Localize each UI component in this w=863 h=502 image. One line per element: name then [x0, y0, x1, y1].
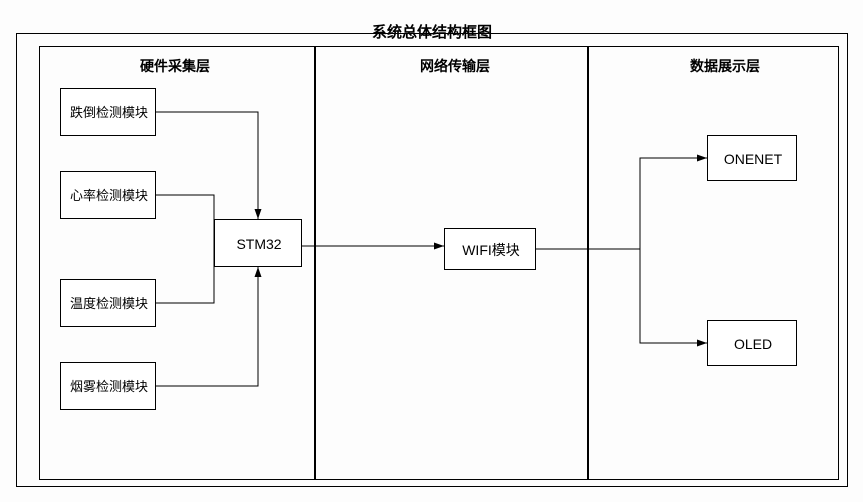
node-temp-label: 温度检测模块 — [61, 280, 157, 328]
node-wifi: WIFI模块 — [444, 228, 536, 270]
node-heart-detection: 心率检测模块 — [60, 171, 156, 219]
node-temp-detection: 温度检测模块 — [60, 279, 156, 327]
column-display-title: 数据展示层 — [680, 56, 770, 76]
node-heart-label: 心率检测模块 — [61, 172, 157, 220]
node-wifi-label: WIFI模块 — [445, 229, 537, 271]
node-stm32-label: STM32 — [215, 220, 303, 268]
column-hardware-title: 硬件采集层 — [130, 56, 220, 76]
node-stm32: STM32 — [214, 219, 302, 267]
node-smoke-detection: 烟雾检测模块 — [60, 362, 156, 410]
column-display — [588, 46, 839, 480]
node-fall-label: 跌倒检测模块 — [61, 89, 157, 137]
diagram-title: 系统总体结构框图 — [357, 21, 507, 42]
node-onenet: ONENET — [707, 135, 797, 181]
node-fall-detection: 跌倒检测模块 — [60, 88, 156, 136]
node-oled: OLED — [707, 320, 797, 366]
diagram-canvas: 系统总体结构框图 硬件采集层 网络传输层 数据展示层 跌倒检测模块 心率检测模块… — [0, 0, 863, 502]
node-oled-label: OLED — [708, 321, 798, 367]
node-smoke-label: 烟雾检测模块 — [61, 363, 157, 411]
node-onenet-label: ONENET — [708, 136, 798, 182]
column-network-title: 网络传输层 — [410, 56, 500, 76]
